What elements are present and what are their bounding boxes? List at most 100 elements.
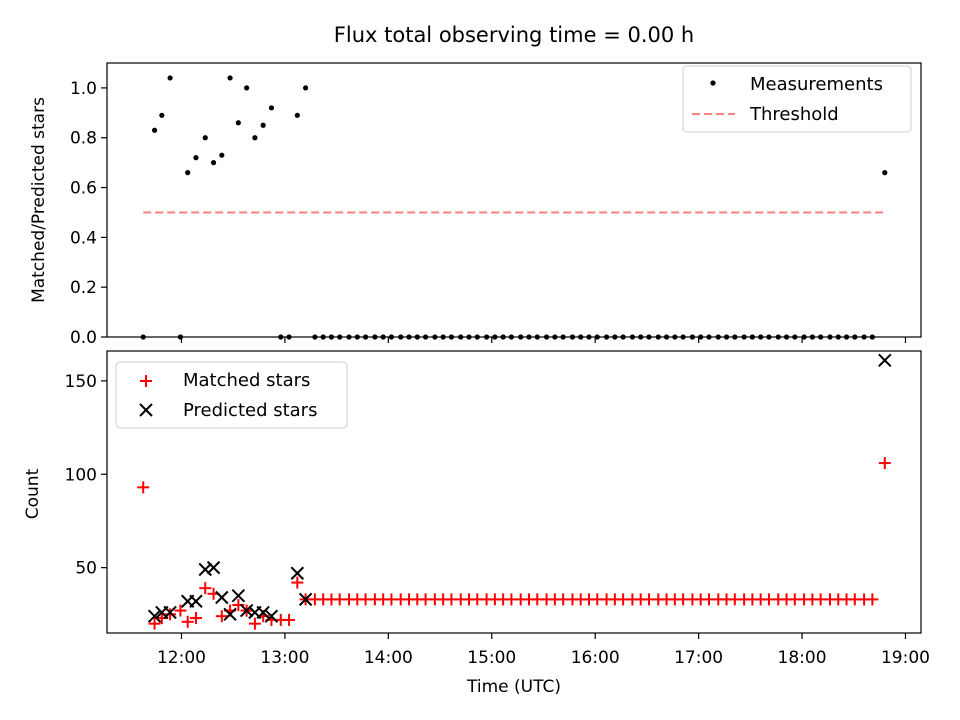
measurements-point bbox=[337, 334, 343, 340]
top-legend: Measurements Threshold bbox=[682, 65, 912, 133]
measurements-point bbox=[843, 334, 850, 340]
measurements-point bbox=[698, 334, 704, 340]
bottom-x-ticks: 12:00 13:00 14:00 15:00 16:00 17:00 18:00 19:00 bbox=[157, 633, 930, 668]
measurements-point bbox=[827, 334, 833, 340]
top-y-tick-label: 0.0 bbox=[70, 328, 97, 348]
matched-stars-point bbox=[283, 613, 296, 626]
measurements-point bbox=[655, 334, 661, 340]
legend-threshold-label: Threshold bbox=[749, 104, 839, 125]
bottom-y-tick-label: 50 bbox=[75, 559, 97, 579]
measurements-point bbox=[159, 112, 165, 118]
measurements-point bbox=[260, 122, 266, 128]
measurements-point bbox=[749, 334, 756, 340]
measurements-point bbox=[202, 135, 208, 141]
predicted-stars-point bbox=[290, 566, 305, 580]
measurements-point bbox=[672, 334, 678, 340]
top-y-tick-label: 0.6 bbox=[70, 179, 97, 199]
measurements-point bbox=[235, 120, 241, 126]
matched-stars-point bbox=[866, 593, 879, 606]
measurements-point bbox=[723, 334, 730, 340]
measurements-point bbox=[689, 334, 696, 340]
measurements-point bbox=[783, 334, 790, 340]
measurements-point bbox=[869, 334, 875, 340]
x-tick-label: 18:00 bbox=[778, 648, 827, 668]
top-legend-frame bbox=[682, 65, 912, 133]
measurements-point bbox=[603, 334, 610, 340]
bottom-y-tick-label: 100 bbox=[65, 465, 97, 485]
measurements-point bbox=[706, 334, 712, 340]
predicted-stars-point bbox=[298, 592, 313, 607]
measurements-point bbox=[638, 334, 644, 340]
measurements-point bbox=[526, 334, 532, 340]
measurements-point bbox=[458, 334, 464, 340]
legend-predicted-label: Predicted stars bbox=[183, 400, 317, 421]
measurements-point bbox=[732, 334, 738, 340]
measurements-point bbox=[861, 334, 867, 340]
matched-stars-point bbox=[181, 615, 194, 628]
measurements-point bbox=[560, 334, 566, 340]
matched-stars-point bbox=[137, 481, 150, 494]
x-tick-label: 13:00 bbox=[260, 648, 309, 668]
predicted-stars-point bbox=[264, 609, 279, 623]
measurements-point bbox=[328, 334, 335, 340]
measurements-point bbox=[466, 334, 472, 340]
measurements-point bbox=[294, 112, 300, 118]
measurements-point bbox=[818, 334, 824, 340]
measurements-point bbox=[534, 334, 540, 340]
predicted-stars-point bbox=[198, 562, 212, 577]
measurements-point bbox=[578, 334, 584, 340]
bottom-marks bbox=[137, 353, 892, 630]
x-tick-label: 14:00 bbox=[364, 648, 413, 668]
measurements-point bbox=[835, 334, 841, 340]
measurements-point bbox=[422, 334, 429, 340]
measurements-point bbox=[715, 334, 721, 340]
measurements-point bbox=[302, 85, 309, 91]
x-tick-label: 16:00 bbox=[571, 648, 620, 668]
bottom-plot-area bbox=[106, 350, 922, 634]
measurements-point bbox=[388, 334, 395, 340]
measurements-point bbox=[775, 334, 781, 340]
measurements-point bbox=[741, 334, 747, 340]
top-y-tick-label: 0.8 bbox=[70, 129, 97, 149]
measurements-point bbox=[244, 85, 250, 91]
measurements-point bbox=[612, 334, 618, 340]
matched-stars-point bbox=[248, 617, 261, 630]
chart-title: Flux total observing time = 0.00 h bbox=[334, 23, 694, 47]
legend-predicted-marker bbox=[139, 403, 153, 417]
measurements-point bbox=[766, 334, 772, 340]
matched-stars-point bbox=[215, 610, 228, 623]
top-y-tick-label: 0.2 bbox=[70, 278, 97, 298]
measurements-point bbox=[594, 334, 600, 340]
measurements-point bbox=[629, 334, 636, 340]
measurements-point bbox=[252, 135, 258, 141]
matched-stars-point bbox=[189, 612, 202, 625]
measurements-point bbox=[185, 170, 191, 176]
top-marks bbox=[140, 75, 888, 340]
measurements-point bbox=[398, 334, 404, 340]
measurements-point bbox=[414, 334, 420, 340]
predicted-stars-point bbox=[223, 607, 237, 622]
predicted-stars-point bbox=[163, 605, 177, 620]
measurements-point bbox=[508, 334, 515, 340]
predicted-stars-point bbox=[231, 588, 246, 603]
measurements-point bbox=[177, 334, 184, 340]
matched-stars-point bbox=[174, 604, 187, 617]
top-y-tick-label: 0.4 bbox=[70, 228, 97, 248]
bottom-y-tick-label: 150 bbox=[65, 372, 97, 392]
measurements-point bbox=[320, 334, 326, 340]
measurements-point bbox=[440, 334, 446, 340]
legend-matched-label: Matched stars bbox=[183, 370, 310, 391]
measurements-point bbox=[219, 152, 225, 158]
predicted-stars-point bbox=[256, 605, 270, 620]
x-axis-label: Time (UTC) bbox=[466, 677, 561, 697]
measurements-point bbox=[278, 334, 284, 340]
measurements-point bbox=[362, 334, 369, 340]
measurements-point bbox=[140, 334, 146, 340]
top-y-ticks: 0.0 0.2 0.4 0.6 0.8 1.0 bbox=[70, 79, 107, 348]
legend-measurements-label: Measurements bbox=[750, 74, 883, 95]
predicted-stars-point bbox=[189, 594, 203, 608]
bottom-legend: Matched stars Predicted stars bbox=[115, 361, 348, 429]
x-tick-label: 15:00 bbox=[467, 648, 516, 668]
matched-stars-point bbox=[148, 617, 161, 630]
measurements-point bbox=[809, 334, 815, 340]
